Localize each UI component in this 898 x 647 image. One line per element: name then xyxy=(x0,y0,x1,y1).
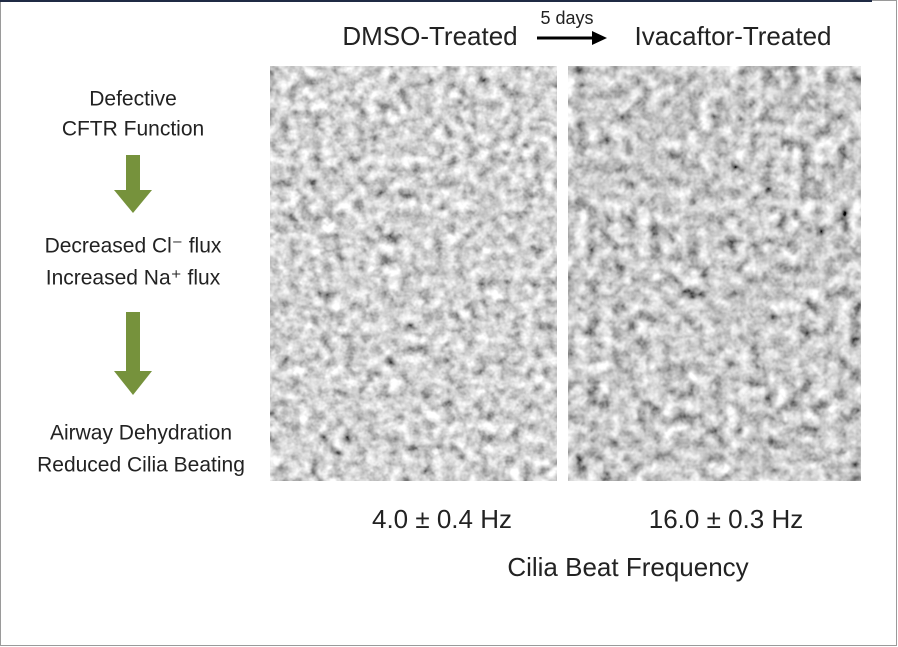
condition-label: DMSO-Treated xyxy=(342,21,517,51)
step-text: Airway Dehydration xyxy=(50,422,232,445)
micrograph xyxy=(270,66,557,481)
frequency-value: 16.0 ± 0.3 Hz xyxy=(649,504,803,534)
step-text: Defective xyxy=(89,88,177,111)
frequency-value: 4.0 ± 0.4 Hz xyxy=(372,504,512,534)
micrograph xyxy=(568,66,861,481)
step-text: Reduced Cilia Beating xyxy=(37,454,245,477)
step-text: Increased Na⁺ flux xyxy=(46,267,221,290)
step-text: CFTR Function xyxy=(62,118,204,141)
step-text: Decreased Cl⁻ flux xyxy=(45,235,222,258)
frequency-caption: Cilia Beat Frequency xyxy=(507,552,748,582)
transition-label: 5 days xyxy=(540,8,593,28)
down-arrow xyxy=(114,155,152,213)
down-arrow xyxy=(114,312,152,395)
condition-label: Ivacaftor-Treated xyxy=(634,21,831,51)
transition-arrow xyxy=(537,31,607,45)
